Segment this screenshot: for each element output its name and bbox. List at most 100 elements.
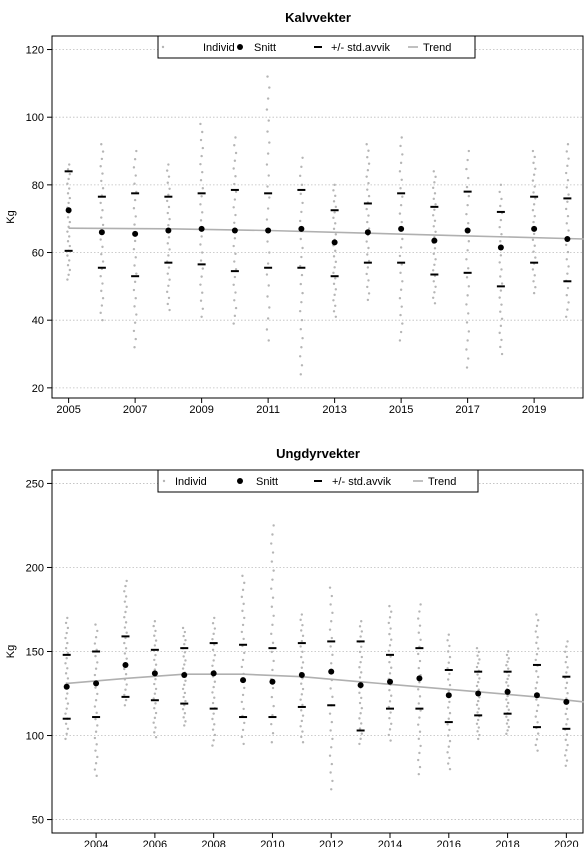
- individual-point: [400, 263, 403, 266]
- individual-point: [565, 749, 568, 752]
- individual-point: [360, 671, 363, 674]
- individual-point: [401, 322, 404, 325]
- individual-point: [232, 322, 235, 325]
- individual-point: [201, 267, 205, 270]
- individual-point: [467, 285, 471, 288]
- individual-point: [387, 733, 391, 737]
- individual-point: [387, 649, 391, 653]
- individual-point: [153, 668, 157, 671]
- individual-point: [446, 650, 450, 653]
- individual-point: [165, 169, 169, 172]
- individual-point: [265, 273, 269, 276]
- individual-point: [389, 739, 392, 742]
- individual-point: [399, 203, 403, 207]
- individual-point: [124, 595, 128, 598]
- individual-point: [565, 258, 568, 261]
- individual-point: [93, 768, 97, 771]
- individual-point: [505, 653, 509, 657]
- individual-point: [332, 299, 335, 302]
- individual-point: [132, 329, 136, 333]
- individual-point: [566, 179, 570, 182]
- individual-point: [535, 698, 538, 701]
- individual-point: [233, 144, 236, 147]
- individual-point: [365, 207, 368, 211]
- individual-point: [505, 705, 509, 708]
- individual-point: [166, 272, 169, 275]
- individual-point: [234, 306, 238, 310]
- individual-point: [299, 192, 302, 196]
- individual-point: [266, 207, 270, 210]
- individual-point: [475, 684, 479, 688]
- individual-point: [299, 698, 302, 701]
- individual-point: [417, 737, 421, 741]
- individual-point: [535, 641, 538, 645]
- individual-point: [466, 339, 469, 342]
- individual-point: [152, 697, 155, 700]
- individual-point: [399, 144, 402, 148]
- individual-point: [99, 165, 102, 168]
- individual-point: [467, 312, 470, 315]
- individual-point: [432, 252, 435, 255]
- individual-point: [331, 653, 334, 657]
- individual-point: [134, 256, 137, 259]
- y-tick-label: 150: [26, 647, 44, 659]
- individual-point: [271, 668, 274, 672]
- individual-point: [467, 267, 470, 270]
- individual-point: [564, 171, 568, 175]
- mean-point: [431, 237, 438, 244]
- individual-point: [448, 644, 451, 648]
- individual-point: [567, 229, 570, 232]
- individual-point: [533, 155, 536, 159]
- individual-point: [68, 259, 71, 262]
- individual-point: [475, 703, 479, 707]
- individual-point: [133, 198, 137, 202]
- individual-point: [333, 266, 336, 269]
- individual-point: [211, 637, 214, 641]
- chart-title: Ungdyrvekter: [276, 446, 360, 461]
- individual-point: [153, 658, 156, 662]
- individual-point: [271, 533, 274, 536]
- individual-point: [265, 108, 269, 111]
- individual-point: [153, 644, 157, 647]
- individual-point: [183, 712, 187, 715]
- x-tick-label: 2010: [260, 839, 284, 847]
- individual-point: [234, 136, 237, 139]
- individual-point: [566, 743, 569, 747]
- mean-point: [181, 672, 188, 679]
- x-tick-label: 2008: [201, 839, 225, 847]
- individual-point: [184, 638, 187, 642]
- individual-point: [329, 729, 332, 732]
- mean-point: [416, 675, 423, 682]
- individual-point: [432, 197, 435, 201]
- individual-point: [433, 208, 436, 212]
- individual-point: [536, 704, 540, 707]
- individual-point: [213, 616, 216, 620]
- individual-point: [565, 681, 569, 685]
- x-tick-label: 2016: [437, 839, 461, 847]
- individual-point: [125, 657, 128, 660]
- individual-point: [234, 190, 238, 193]
- individual-point: [154, 736, 158, 739]
- individual-point: [301, 714, 305, 717]
- individual-point: [358, 717, 361, 720]
- individual-point: [434, 285, 437, 288]
- individual-point: [135, 313, 138, 316]
- individual-point: [132, 247, 136, 251]
- individual-point: [398, 254, 402, 258]
- individual-point: [388, 672, 392, 675]
- individual-point: [465, 212, 468, 216]
- individual-point: [565, 222, 568, 225]
- individual-point: [419, 709, 422, 712]
- individual-point: [232, 206, 235, 209]
- individual-point: [330, 636, 334, 640]
- individual-point: [434, 203, 437, 206]
- individual-point: [531, 149, 535, 153]
- individual-point: [101, 318, 104, 322]
- individual-point: [66, 677, 70, 680]
- individual-point: [505, 722, 509, 725]
- individual-point: [566, 272, 569, 275]
- individual-point: [329, 687, 332, 690]
- individual-point: [505, 681, 508, 684]
- individual-point: [241, 658, 245, 662]
- individual-point: [96, 692, 99, 696]
